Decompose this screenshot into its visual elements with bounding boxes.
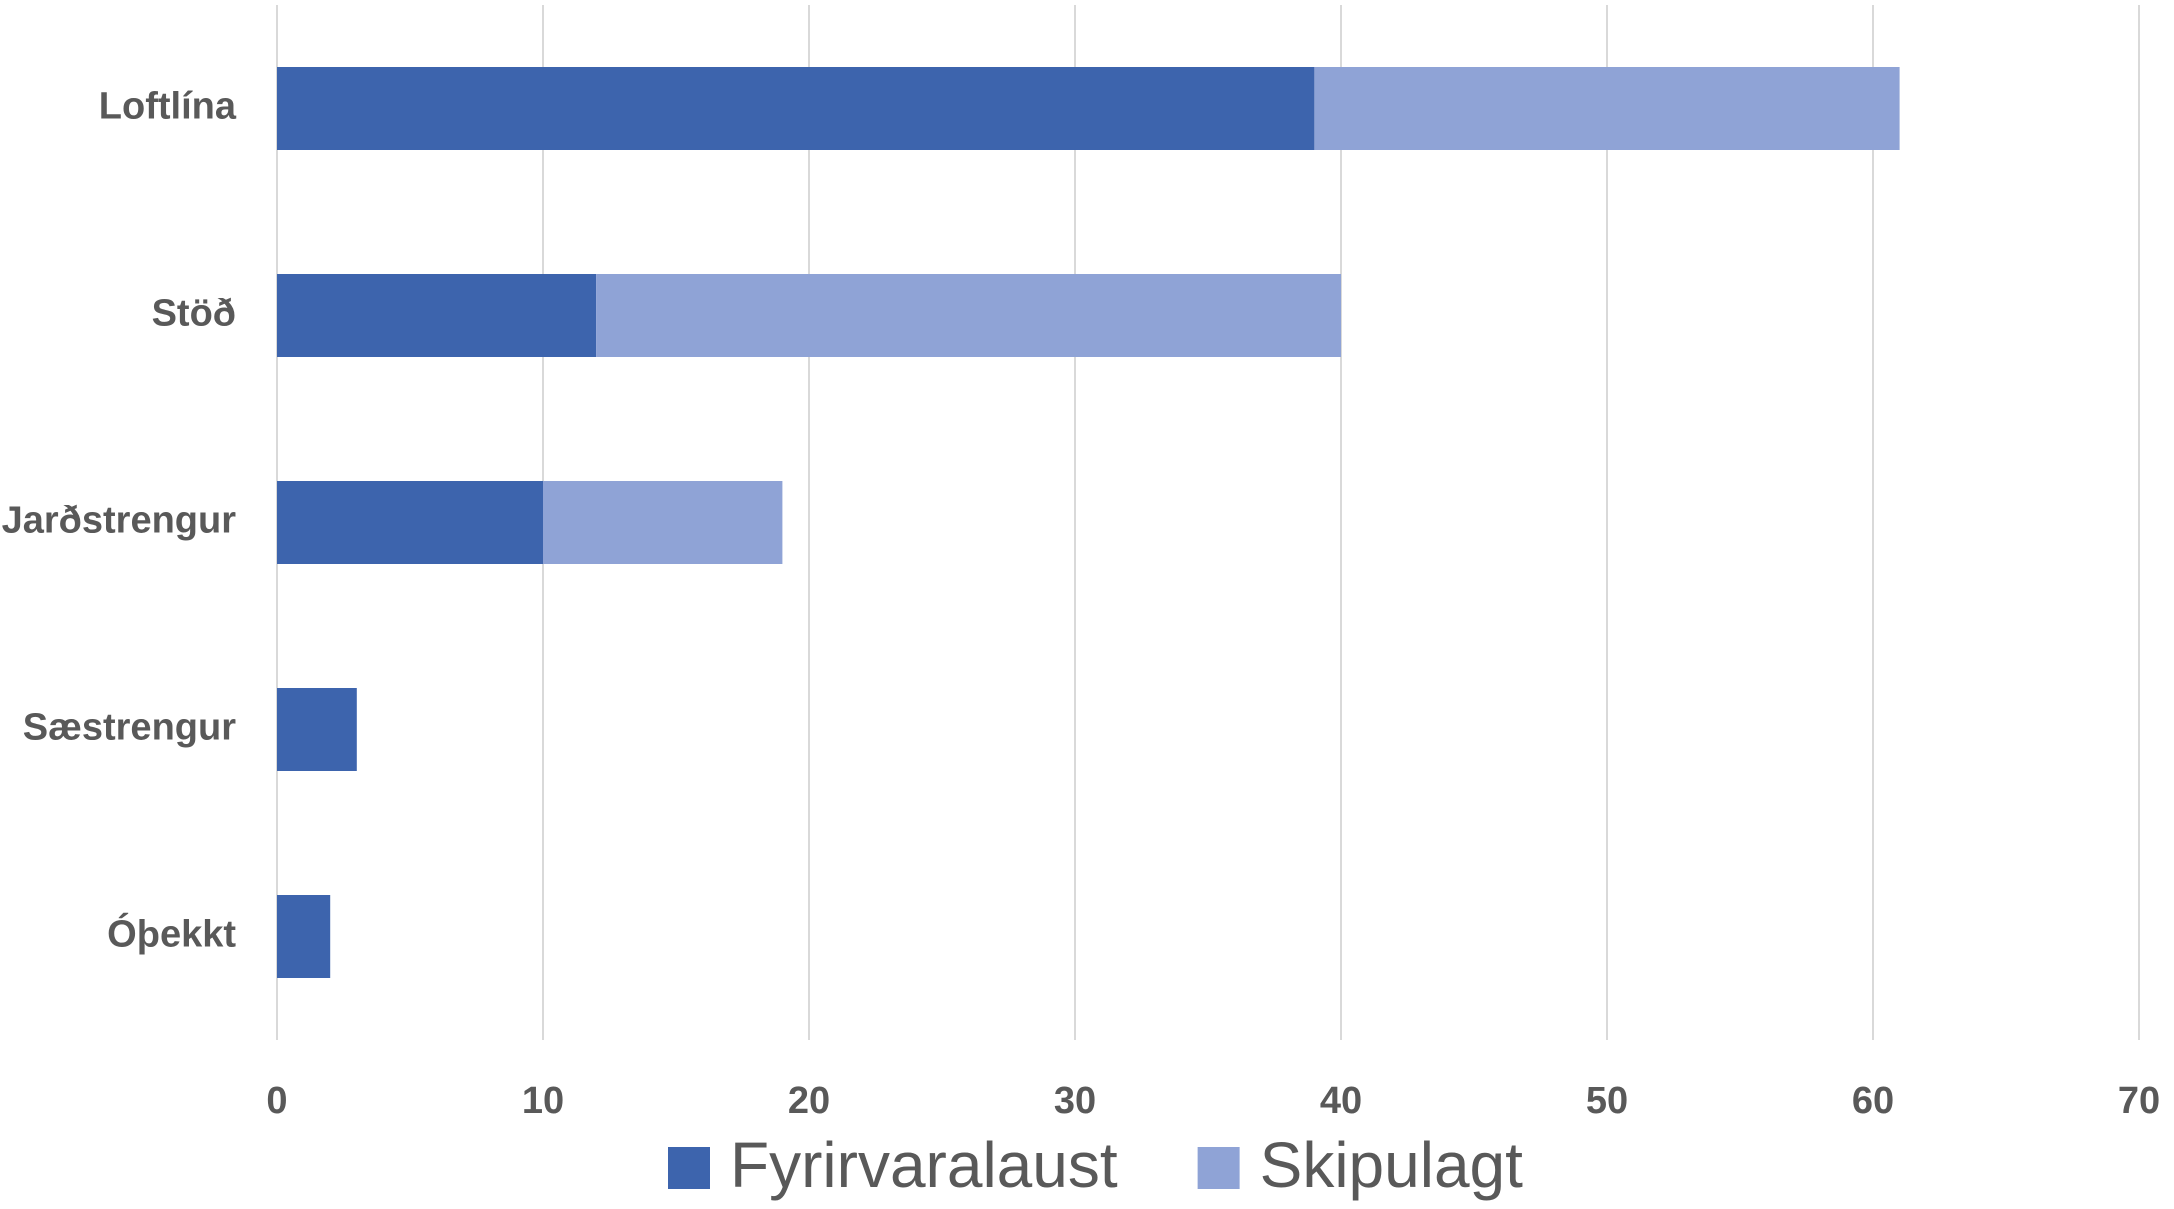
bar-segment [277,688,357,771]
legend-label: Skipulagt [1260,1129,1524,1201]
y-tick-label: Jarðstrengur [2,500,237,542]
x-tick-label: 40 [1320,1080,1362,1122]
x-tick-label: 10 [522,1080,564,1122]
y-tick-label: Loftlína [99,86,237,128]
bar-segment [277,274,597,357]
bar-segment [596,274,1341,357]
y-tick-label: Óþekkt [107,912,236,956]
legend-swatch [1197,1147,1240,1189]
y-tick-label: Sæstrengur [23,707,236,749]
bar-segment [277,481,543,564]
x-tick-label: 20 [788,1080,830,1122]
x-tick-label: 70 [2118,1080,2160,1122]
x-tick-label: 50 [1586,1080,1628,1122]
bar-segment [543,481,783,564]
bar-segment [277,895,331,978]
y-tick-label: Stöð [152,293,236,335]
bar-segment [1314,67,1900,150]
x-tick-label: 0 [266,1080,287,1122]
x-tick-label: 30 [1054,1080,1096,1122]
bar-segment [277,67,1315,150]
legend-label: Fyrirvaralaust [730,1129,1118,1201]
x-tick-label: 60 [1852,1080,1894,1122]
legend-swatch [668,1147,710,1189]
